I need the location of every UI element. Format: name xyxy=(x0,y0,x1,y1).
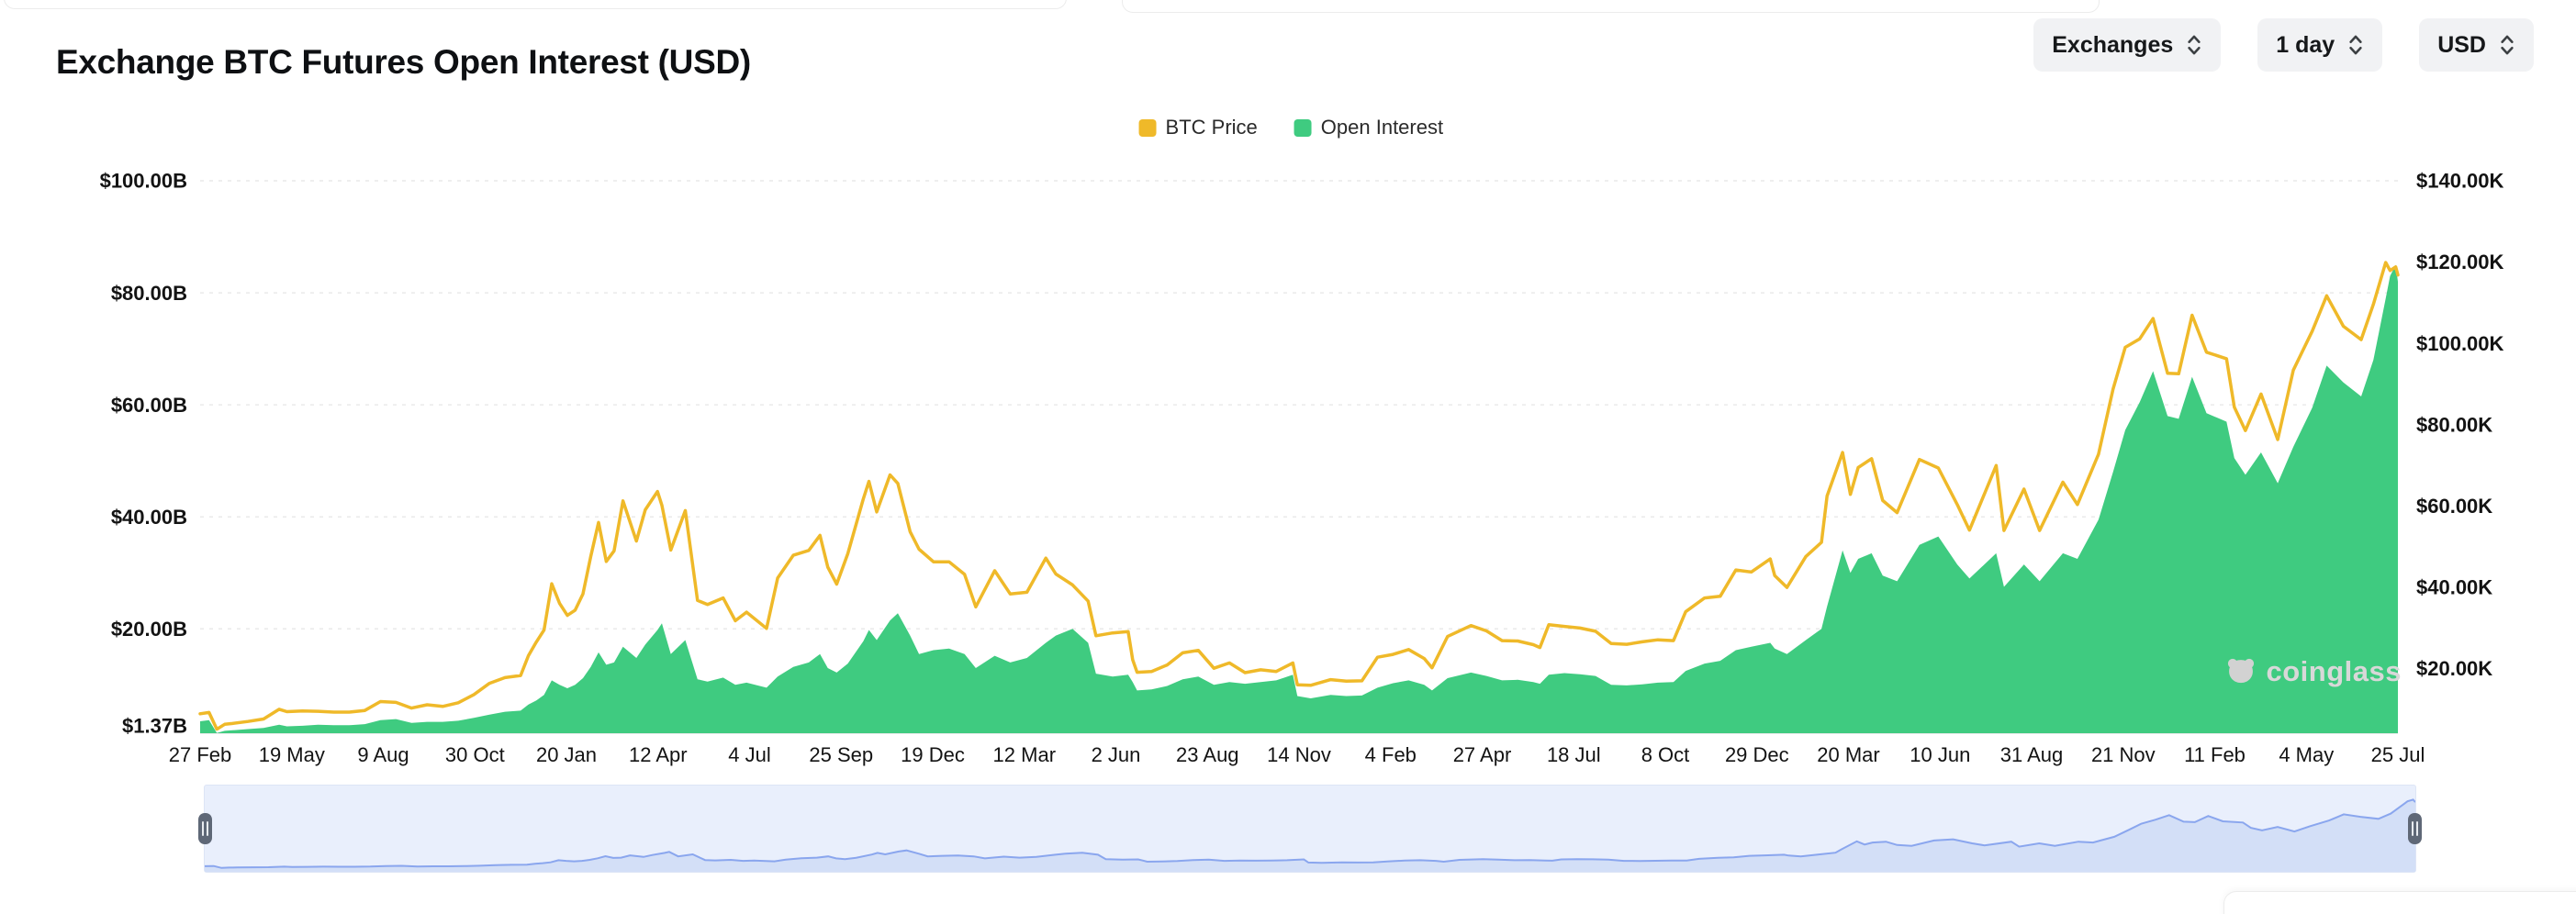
x-axis-label: 18 Jul xyxy=(1547,743,1601,766)
legend-item-btc-price[interactable]: BTC Price xyxy=(1138,116,1258,139)
x-axis-label: 20 Mar xyxy=(1817,743,1879,766)
left-axis-label: $60.00B xyxy=(111,394,187,417)
x-axis-label: 9 Aug xyxy=(357,743,409,766)
x-axis-label: 29 Dec xyxy=(1725,743,1789,766)
navigator-line xyxy=(205,798,2415,869)
right-axis-label: $80.00K xyxy=(2416,413,2492,436)
x-axis-label: 19 Dec xyxy=(901,743,965,766)
x-axis-label: 30 Oct xyxy=(445,743,505,766)
left-axis-label: $40.00B xyxy=(111,506,187,529)
currency-select-label: USD xyxy=(2437,31,2486,58)
left-axis-label: $80.00B xyxy=(111,282,187,305)
chevrons-updown-icon xyxy=(2499,32,2515,58)
navigator-area xyxy=(205,799,2415,872)
interval-select[interactable]: 1 day xyxy=(2257,18,2383,72)
left-axis-label: $20.00B xyxy=(111,618,187,641)
nav-left-handle[interactable] xyxy=(198,813,212,844)
x-axis-label: 4 May xyxy=(2279,743,2334,766)
x-axis-label: 4 Feb xyxy=(1365,743,1417,766)
chart-controls: Exchanges 1 day USD xyxy=(2033,18,2534,72)
x-axis-label: 8 Oct xyxy=(1641,743,1690,766)
x-axis-label: 4 Jul xyxy=(728,743,770,766)
interval-select-label: 1 day xyxy=(2276,31,2335,58)
nav-right-handle[interactable] xyxy=(2408,813,2422,844)
x-axis-label: 14 Nov xyxy=(1267,743,1331,766)
legend-item-open-interest[interactable]: Open Interest xyxy=(1294,116,1443,139)
x-axis-label: 27 Feb xyxy=(169,743,232,766)
navigator-chart xyxy=(205,798,2415,872)
data-zoom-slider[interactable] xyxy=(198,785,2422,873)
right-axis-label: $40.00K xyxy=(2416,575,2492,598)
chevrons-updown-icon xyxy=(2186,32,2202,58)
legend-label-btc-price: BTC Price xyxy=(1165,116,1258,139)
x-axis-label: 25 Sep xyxy=(809,743,873,766)
right-axis-label: $100.00K xyxy=(2416,332,2504,355)
main-chart: $100.00B $80.00B $60.00B $40.00B $20.00B $1.3… xyxy=(100,170,2504,766)
legend-swatch-btc-price xyxy=(1138,118,1157,137)
x-axis-label: 21 Nov xyxy=(2091,743,2156,766)
right-axis-label: $60.00K xyxy=(2416,495,2492,518)
x-axis-label: 2 Jun xyxy=(1092,743,1141,766)
x-axis-label: 23 Aug xyxy=(1176,743,1239,766)
chart-title: Exchange BTC Futures Open Interest (USD) xyxy=(56,42,751,81)
chevrons-updown-icon xyxy=(2347,32,2364,58)
right-axis-label: $20.00K xyxy=(2416,657,2492,680)
x-axis-label: 12 Apr xyxy=(629,743,688,766)
x-axis-label: 10 Jun xyxy=(1910,743,1970,766)
x-axis-label: 20 Jan xyxy=(536,743,597,766)
bottom-right-card xyxy=(2223,891,2576,914)
exchanges-select[interactable]: Exchanges xyxy=(2033,18,2222,72)
currency-select[interactable]: USD xyxy=(2419,18,2534,72)
x-axis-label: 25 Jul xyxy=(2371,743,2425,766)
right-axis-label: $120.00K xyxy=(2416,251,2504,273)
x-axis-label: 12 Mar xyxy=(993,743,1056,766)
left-axis-label: $1.37B xyxy=(122,715,187,738)
open-interest-area xyxy=(200,264,2398,733)
x-axis-label: 27 Apr xyxy=(1453,743,1512,766)
x-axis-label: 19 May xyxy=(259,743,325,766)
legend-label-open-interest: Open Interest xyxy=(1320,116,1444,139)
left-axis-label: $100.00B xyxy=(100,170,187,193)
x-axis-label: 31 Aug xyxy=(2000,743,2064,766)
right-axis-label: $140.00K xyxy=(2416,170,2504,193)
x-axis-label: 11 Feb xyxy=(2184,743,2246,766)
legend-swatch-open-interest xyxy=(1294,118,1312,137)
chart-legend: BTC Price Open Interest xyxy=(1138,116,1443,139)
plot-area[interactable] xyxy=(200,181,2398,733)
exchanges-select-label: Exchanges xyxy=(2052,31,2174,58)
btc-price-line xyxy=(198,261,2400,731)
